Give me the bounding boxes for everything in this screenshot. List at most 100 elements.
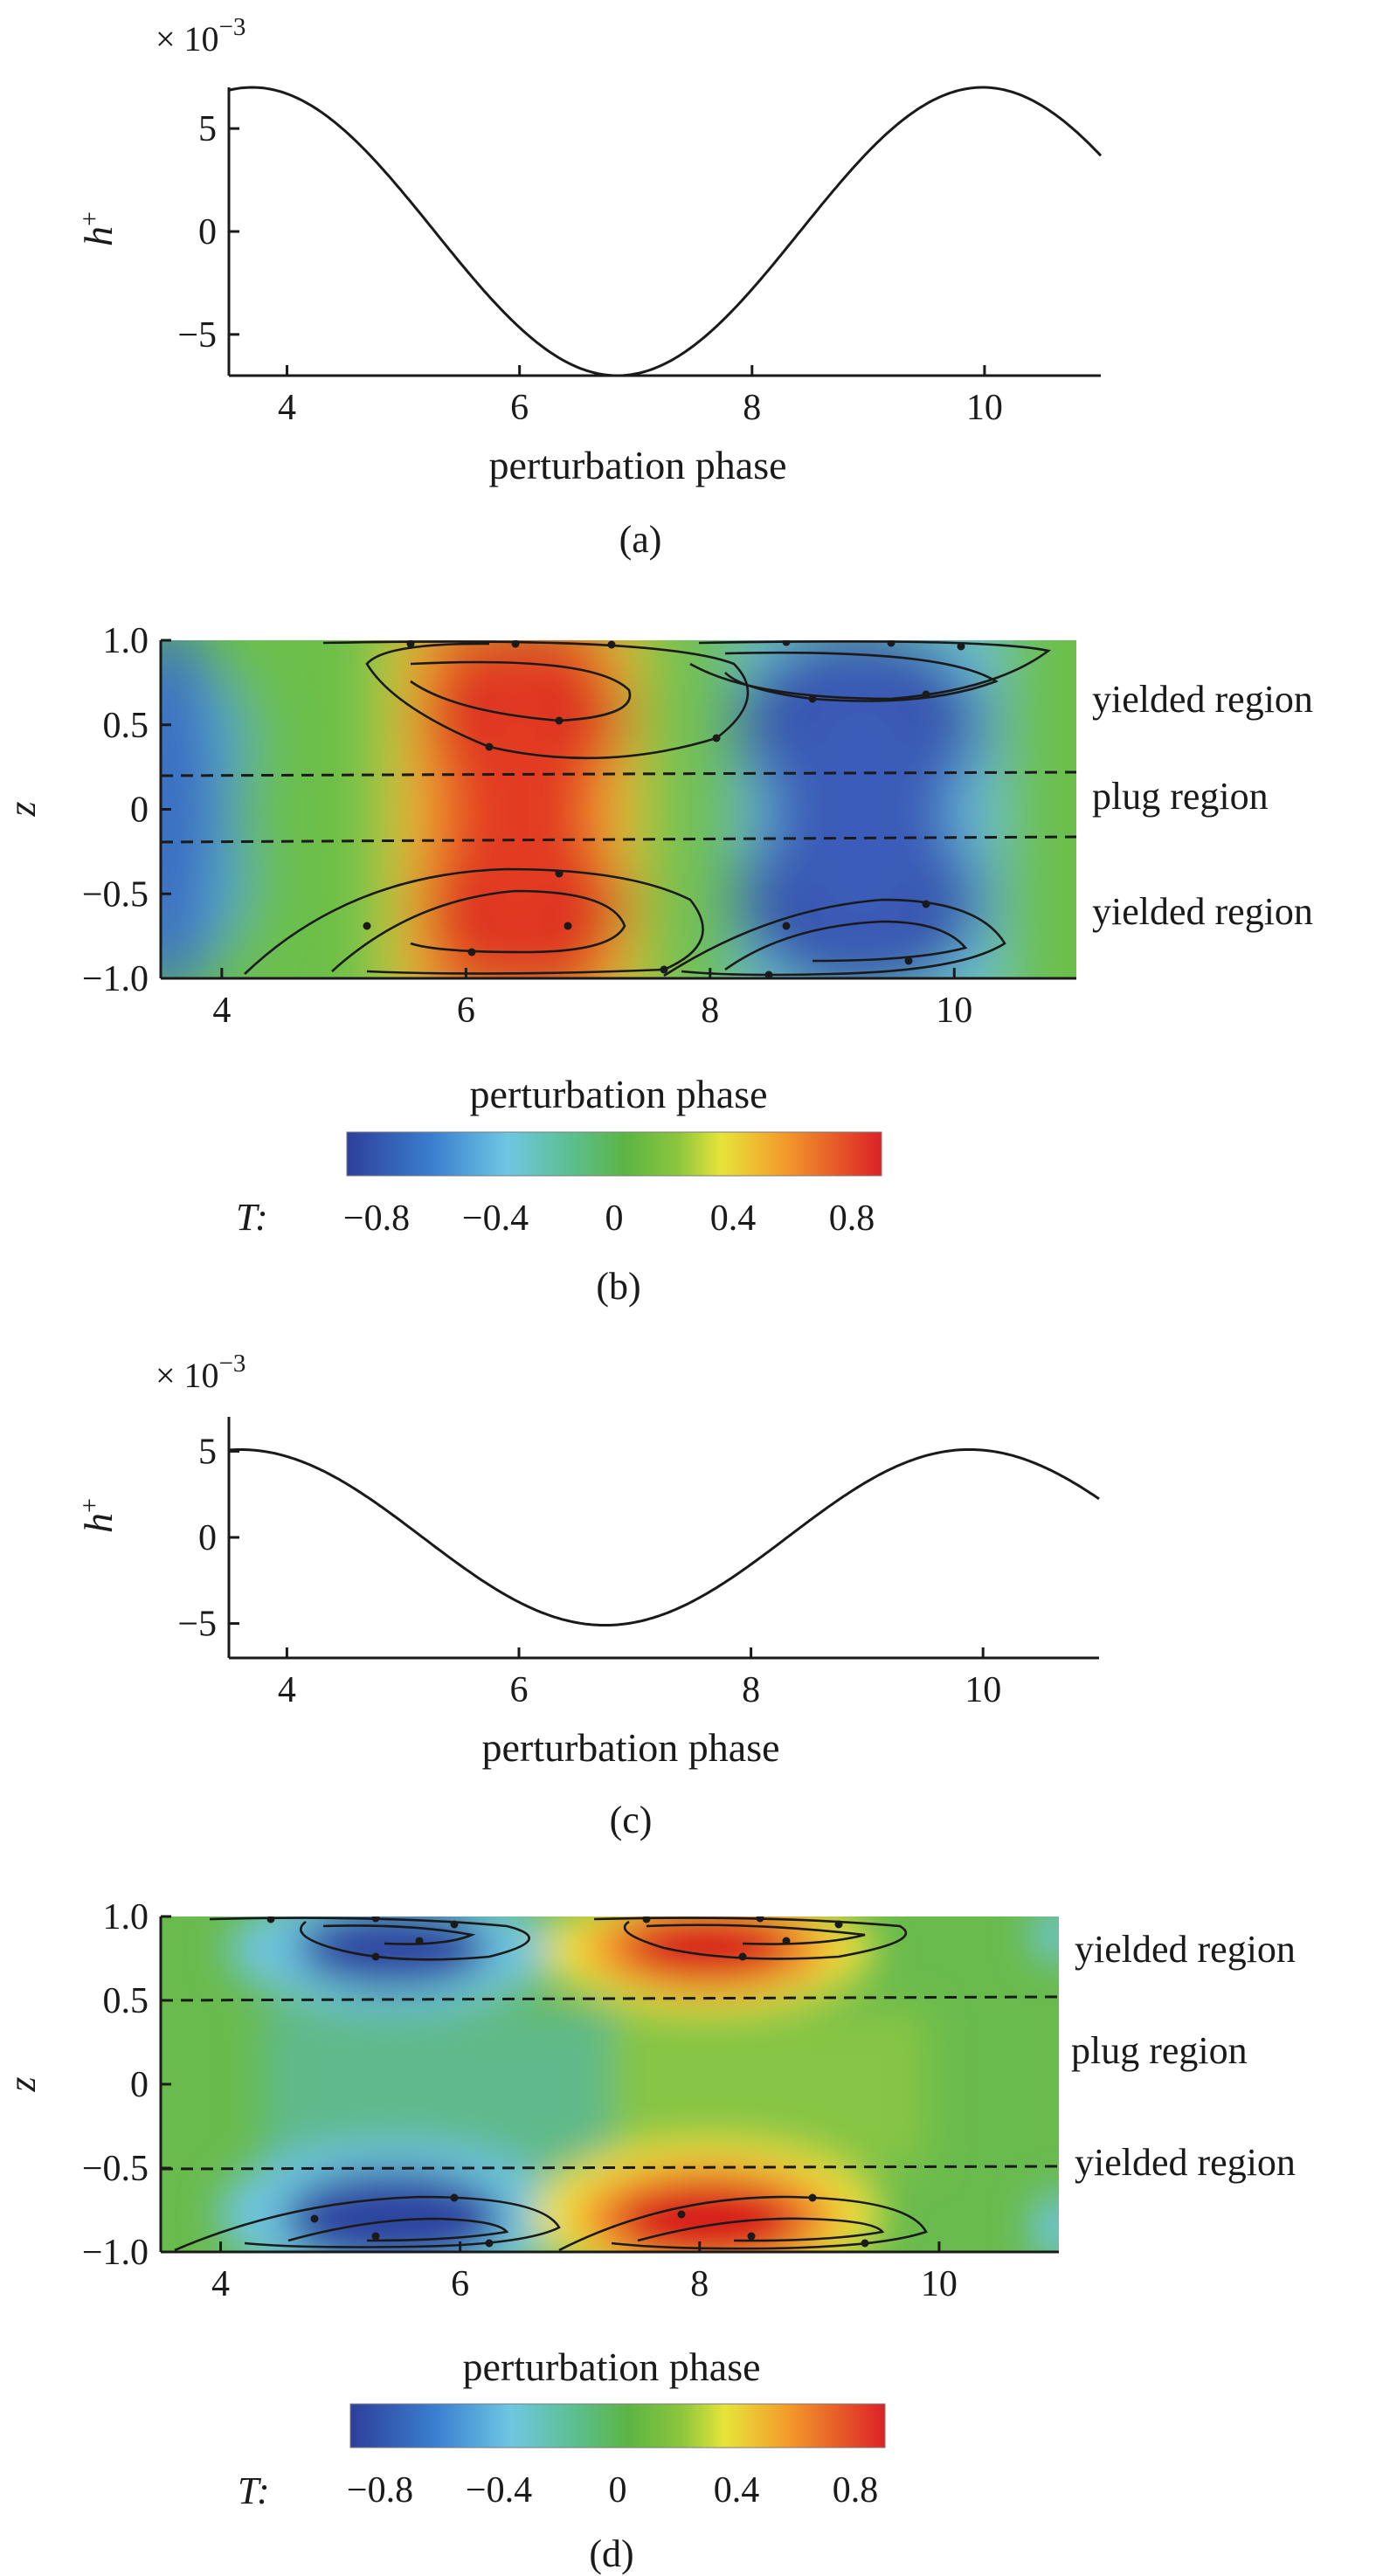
panel-b-blob-left-core bbox=[161, 640, 218, 978]
panel-c-x-ticks: 4 6 8 10 bbox=[278, 1647, 1001, 1710]
panel-d-colorbar-ticks: −0.8 −0.4 0 0.4 0.8 bbox=[347, 2470, 878, 2510]
panel-d-colorbar-frame bbox=[349, 2403, 886, 2448]
panel-d-streamline-8 bbox=[637, 2217, 885, 2242]
colorbar-tick-label: −0.8 bbox=[343, 1198, 410, 1239]
panel-d-bot-blue bbox=[284, 2171, 502, 2252]
panel-a-series-line bbox=[228, 86, 1103, 377]
y-tick-label: 1.0 bbox=[103, 1897, 149, 1937]
y-tick-label: −0.5 bbox=[82, 874, 149, 915]
panel-b-arrow-dots bbox=[363, 640, 965, 978]
panel-d-arrow-dots bbox=[266, 1916, 869, 2248]
panel-d-region-label-bottom: yielded region bbox=[1075, 2141, 1296, 2184]
panel-c-caption: (c) bbox=[610, 1799, 653, 1841]
panel-b-streamline-4 bbox=[724, 651, 999, 702]
x-tick-label: 10 bbox=[966, 388, 1003, 428]
panel-b-streamline-1 bbox=[322, 640, 750, 760]
panel-b-colorbar-ticks: −0.8 −0.4 0 0.4 0.8 bbox=[343, 1198, 875, 1239]
y-tick-label: −1.0 bbox=[82, 2233, 149, 2273]
y-tick-label: 1.0 bbox=[103, 621, 149, 661]
panel-a-ylabel: h+ bbox=[75, 211, 121, 246]
panel-a-y-ticks: 5 0 −5 bbox=[177, 109, 239, 356]
y-tick-label: 5 bbox=[198, 1432, 217, 1472]
colorbar-tick-label: 0 bbox=[609, 2470, 627, 2510]
panel-b-xlabel: perturbation phase bbox=[469, 1072, 767, 1116]
y-tick-label: 0 bbox=[198, 1518, 217, 1558]
panel-c: × 10−3 50−5 4 6 8 10 h+ perturbation phase … bbox=[75, 1350, 1100, 1841]
panel-a-caption: (a) bbox=[619, 518, 662, 561]
panel-b-colorbar-frame bbox=[346, 1131, 882, 1177]
x-tick-label: 6 bbox=[457, 991, 475, 1031]
panel-d-ylabel: z bbox=[1, 2076, 44, 2092]
panel-b-streamline-5 bbox=[244, 867, 704, 975]
panel-d-top-red bbox=[625, 1916, 791, 1979]
panel-d-top-blue bbox=[297, 1916, 489, 1987]
x-tick-label: 10 bbox=[936, 991, 972, 1031]
panel-d-region-label-top: yielded region bbox=[1075, 1928, 1296, 1971]
panel-d-mid-green-left bbox=[262, 2009, 629, 2166]
panel-d-streamline-1 bbox=[209, 1916, 530, 1961]
y-tick-label: 0 bbox=[198, 212, 217, 252]
panel-d-streamline-7 bbox=[558, 2195, 928, 2252]
panel-b-region-label-plug: plug region bbox=[1092, 775, 1269, 818]
panel-b-streamlines bbox=[244, 640, 1052, 977]
panel-c-series-line bbox=[228, 1448, 1100, 1626]
panel-d-streamline-3 bbox=[593, 1916, 907, 1960]
panel-b-y-ticks: 1.0 0.5 0 −0.5 −1.0 bbox=[82, 621, 171, 999]
y-tick-label: 0 bbox=[130, 2065, 149, 2105]
panel-d-colorbar bbox=[350, 2404, 885, 2448]
colorbar-tick-label: 0.8 bbox=[829, 1198, 875, 1239]
panel-b-plug-boundary-lower bbox=[161, 835, 1076, 844]
panel-b-x-ticks: 4 6 8 10 bbox=[212, 968, 972, 1031]
panel-d-plug-boundary-lower bbox=[161, 2165, 1059, 2171]
panel-c-y-ticks: 5 0 −5 bbox=[177, 1432, 239, 1645]
y-tick-label: −1.0 bbox=[82, 959, 149, 999]
panel-d-right-cyan bbox=[1031, 1916, 1059, 1961]
panel-b-region-label-top: yielded region bbox=[1092, 678, 1313, 721]
panel-b-colorbar-label: T: bbox=[236, 1196, 268, 1239]
panel-b-red-mid bbox=[450, 655, 590, 970]
colorbar-tick-label: −0.4 bbox=[462, 1198, 529, 1239]
panel-b-streamline-6 bbox=[331, 889, 626, 972]
panel-b-streamline-2 bbox=[410, 660, 632, 722]
panel-d-y-ticks: 1.0 0.5 0 −0.5 −1.0 bbox=[82, 1897, 171, 2273]
panel-d-colorbar-label: T: bbox=[238, 2469, 270, 2512]
panel-b-caption: (b) bbox=[596, 1265, 640, 1308]
x-tick-label: 10 bbox=[921, 2264, 958, 2304]
panel-b-colorbar bbox=[347, 1132, 882, 1176]
panel-b-field bbox=[161, 640, 1076, 978]
x-tick-label: 4 bbox=[278, 1670, 296, 1710]
panel-a-x-ticks: 4 6 8 10 bbox=[278, 365, 1003, 428]
y-tick-label: 0 bbox=[130, 791, 149, 831]
colorbar-tick-label: 0 bbox=[605, 1198, 624, 1239]
panel-c-xlabel: perturbation phase bbox=[481, 1725, 779, 1770]
x-tick-label: 4 bbox=[278, 388, 296, 428]
colorbar-tick-label: 0.4 bbox=[714, 2470, 760, 2510]
panel-d-field bbox=[161, 1916, 1059, 2252]
panel-d-region-label-plug: plug region bbox=[1071, 2029, 1248, 2072]
x-tick-label: 4 bbox=[212, 991, 231, 1031]
panel-d-streamline-2 bbox=[322, 1924, 476, 1945]
panel-b-streamline-3 bbox=[689, 640, 1052, 701]
x-tick-label: 8 bbox=[743, 388, 761, 428]
x-tick-label: 6 bbox=[510, 1670, 529, 1710]
panel-d-mid-green-right bbox=[612, 2009, 926, 2166]
colorbar-tick-label: −0.4 bbox=[466, 2470, 532, 2510]
panel-b-ylabel: z bbox=[1, 801, 44, 817]
panel-d-streamlines bbox=[174, 1916, 928, 2252]
y-tick-label: 5 bbox=[198, 109, 217, 149]
panel-d-streamline-6 bbox=[287, 2217, 509, 2242]
colorbar-tick-label: −0.8 bbox=[347, 2470, 413, 2510]
panel-d: 1.0 0.5 0 −0.5 −1.0 4 6 8 10 z yielded region p… bbox=[1, 1897, 1296, 2575]
panel-d-plug-boundary-upper bbox=[161, 1995, 1059, 2002]
y-tick-label: −5 bbox=[177, 1605, 217, 1645]
panel-d-right-cyan-bottom bbox=[1031, 2193, 1059, 2252]
panel-b-streamline-8 bbox=[724, 920, 968, 971]
panel-b-plug-boundary-upper bbox=[161, 770, 1076, 777]
panel-d-caption: (d) bbox=[589, 2532, 633, 2575]
y-tick-label: −5 bbox=[177, 315, 217, 356]
y-tick-label: 0.5 bbox=[103, 706, 149, 746]
colorbar-tick-label: 0.4 bbox=[710, 1198, 757, 1239]
x-tick-label: 8 bbox=[690, 2264, 709, 2304]
x-tick-label: 8 bbox=[701, 991, 719, 1031]
